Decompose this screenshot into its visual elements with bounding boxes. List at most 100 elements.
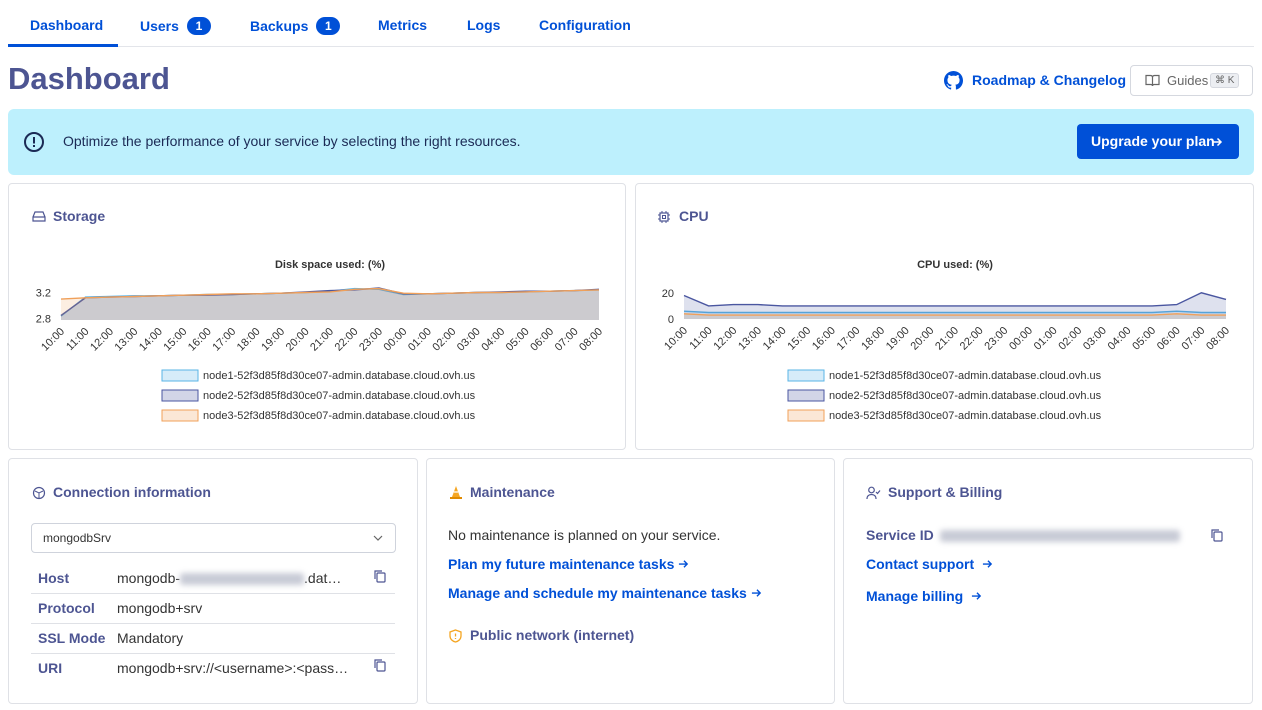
- github-icon: [944, 71, 963, 90]
- maintenance-link[interactable]: Manage and schedule my maintenance tasks: [448, 585, 762, 601]
- node-select[interactable]: mongodbSrv: [31, 523, 396, 553]
- storage-card: Disk space used: (%) 2.8 3.2 10:00 11:00 12:0…: [8, 183, 626, 450]
- connection-icon: [32, 486, 46, 500]
- x-tick-label: 05:00: [1130, 325, 1158, 353]
- tab[interactable]: Logs: [467, 17, 501, 33]
- shape: [374, 570, 382, 579]
- tab[interactable]: Dashboard: [30, 17, 104, 33]
- legend-label: node2-52f3d85f8d30ce07-admin.database.cl…: [829, 390, 1102, 402]
- x-tick-label: 11:00: [687, 325, 714, 352]
- x-tick-label: 07:00: [553, 326, 581, 354]
- arrow-icon: [1212, 137, 1223, 147]
- x-tick-label: 04:00: [479, 326, 507, 354]
- x-tick-label: 12:00: [711, 325, 739, 353]
- info-icon: [24, 132, 44, 152]
- x-tick-label: 08:00: [577, 326, 605, 354]
- host-suffix: .dat…: [304, 570, 342, 586]
- info-banner: Optimize the performance of your service…: [8, 109, 1254, 175]
- y-tick-label: 0: [668, 314, 674, 326]
- shape: [1145, 74, 1160, 87]
- x-tick-label: 17:00: [835, 325, 863, 353]
- service-id-label: Service ID: [866, 527, 934, 543]
- x-tick-label: 20:00: [909, 325, 937, 353]
- copy-button[interactable]: [373, 658, 386, 672]
- redacted: [180, 573, 305, 586]
- x-tick-label: 08:00: [1204, 325, 1232, 353]
- shape: [34, 490, 44, 498]
- area-fill: [684, 313, 1226, 319]
- roadmap-link[interactable]: Roadmap & Changelog: [972, 72, 1127, 88]
- x-tick-label: 12:00: [88, 326, 116, 354]
- legend-label: node2-52f3d85f8d30ce07-admin.database.cl…: [203, 390, 476, 402]
- shape: [376, 572, 386, 583]
- storage-icon: [32, 211, 46, 222]
- x-tick-label: 22:00: [333, 326, 361, 354]
- link-label: Contact support: [866, 556, 975, 572]
- x-tick-label: 10:00: [662, 325, 690, 353]
- shape: [374, 659, 382, 668]
- chart-title: Disk space used: (%): [275, 259, 385, 271]
- x-tick-label: 20:00: [284, 326, 312, 354]
- x-tick-label: 22:00: [958, 325, 986, 353]
- x-tick-label: 03:00: [1081, 325, 1109, 353]
- network-label: Public network (internet): [470, 627, 635, 643]
- shortcut-key: ⌘ K: [1210, 73, 1240, 88]
- x-tick-label: 10:00: [39, 326, 67, 354]
- banner-text: Optimize the performance of your service…: [63, 133, 521, 149]
- shape: [32, 486, 46, 500]
- storage-chart: Disk space used: (%) 2.8 3.2 10:0011:0012:0…: [36, 259, 605, 422]
- chart-title: CPU used: (%): [917, 259, 993, 271]
- shape: [658, 211, 670, 223]
- row-separator: [31, 653, 395, 654]
- row-value: mongodb+srv: [117, 600, 203, 616]
- copy-button[interactable]: [1210, 528, 1223, 542]
- series-line: [683, 310, 1226, 314]
- x-tick-label: 21:00: [308, 326, 336, 354]
- card-title: Storage: [53, 208, 106, 224]
- arrow-icon: [751, 589, 761, 597]
- x-tick-label: 15:00: [785, 325, 813, 353]
- tab[interactable]: Configuration: [539, 17, 631, 33]
- x-tick-label: 01:00: [406, 326, 434, 354]
- area-fill: [61, 288, 599, 320]
- support-link[interactable]: Contact support: [866, 556, 993, 572]
- x-tick-label: 01:00: [1032, 325, 1060, 353]
- area-fill: [61, 288, 599, 320]
- shape: [679, 560, 689, 568]
- row-value: mongodb- .dat…: [117, 570, 341, 586]
- legend-swatch: [161, 389, 199, 402]
- copy-button[interactable]: [373, 569, 386, 583]
- redacted: [940, 530, 1180, 542]
- tab[interactable]: Users 1: [140, 17, 211, 35]
- row-separator: [31, 623, 395, 624]
- x-tick-label: 02:00: [1056, 325, 1084, 353]
- tab[interactable]: Backups 1: [250, 17, 341, 35]
- guides-label: Guides: [1167, 73, 1209, 88]
- billing-link[interactable]: Manage billing: [866, 588, 982, 604]
- x-tick-label: 04:00: [1106, 325, 1134, 353]
- shape: [1211, 529, 1219, 538]
- cpu-icon: [658, 211, 670, 223]
- tab[interactable]: Metrics: [378, 17, 428, 33]
- x-tick-label: 02:00: [430, 326, 458, 354]
- guides-button[interactable]: Guides ⌘ K: [1130, 65, 1253, 96]
- legend-label: node3-52f3d85f8d30ce07-admin.database.cl…: [829, 410, 1102, 422]
- row-separator: [31, 593, 395, 594]
- shape: [1212, 137, 1223, 147]
- shape: [449, 629, 462, 643]
- legend-swatch: [787, 409, 825, 422]
- card-title: Connection information: [53, 484, 211, 500]
- series-line: [683, 292, 1227, 307]
- maintenance-link[interactable]: Plan my future maintenance tasks: [448, 556, 689, 572]
- card-title: CPU: [679, 208, 709, 224]
- shape: [944, 71, 963, 90]
- shield-icon: [449, 629, 462, 643]
- x-tick-label: 18:00: [859, 325, 887, 353]
- select-value: mongodbSrv: [43, 531, 112, 545]
- upgrade-button[interactable]: Upgrade your plan: [1077, 124, 1239, 159]
- x-tick-label: 15:00: [161, 326, 189, 354]
- row-value: Mandatory: [117, 630, 184, 646]
- x-tick-label: 13:00: [736, 325, 764, 353]
- shape: [866, 493, 877, 500]
